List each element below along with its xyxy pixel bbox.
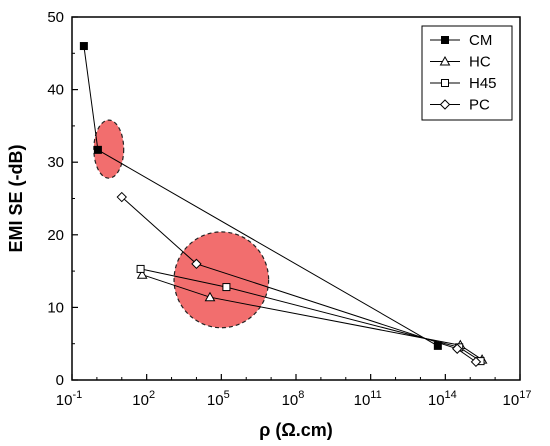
series-line-hc	[142, 274, 483, 361]
data-point-hc-2	[204, 291, 216, 302]
highlight-layer	[93, 119, 270, 329]
x-tick-label: 108	[282, 389, 305, 409]
y-tick-label: 40	[47, 82, 64, 99]
x-tick-label: 1011	[354, 389, 382, 409]
y-axis: 0 10 20 30 40 50	[47, 9, 78, 389]
x-tick-label: 1014	[428, 389, 457, 409]
data-point-cm-2	[93, 145, 102, 154]
legend-label-h45: H45	[469, 75, 497, 92]
series-line-pc	[121, 196, 477, 363]
series-markers	[79, 42, 488, 368]
x-axis: 10-1 102 105 108 1011 1014 1017	[56, 374, 532, 409]
data-point-pc-2	[191, 258, 202, 270]
legend-label-hc: HC	[469, 54, 491, 71]
data-point-hc-1	[136, 269, 148, 279]
y-tick-label: 0	[56, 372, 64, 389]
y-tick-label: 50	[47, 9, 64, 26]
y-axis-title: EMI SE (-dB)	[6, 145, 26, 253]
legend-label-pc: PC	[469, 97, 490, 114]
y-tick-label: 20	[47, 227, 64, 244]
legend-label-cm: CM	[469, 32, 492, 49]
x-axis-title: ρ (Ω.cm)	[259, 420, 333, 440]
x-tick-label: 1017	[503, 389, 532, 409]
series-line-h45	[140, 268, 481, 362]
y-tick-label: 10	[47, 299, 64, 316]
x-tick-label: 10-1	[56, 389, 82, 409]
legend: CM HC H45 PC	[421, 25, 513, 121]
data-point-h45-2	[222, 283, 231, 292]
legend-marker-cm	[441, 36, 449, 44]
highlight-region-1	[93, 119, 125, 179]
legend-marker-hc	[439, 55, 451, 66]
legend-marker-h45	[441, 79, 449, 87]
data-point-cm-3	[433, 341, 442, 350]
x-tick-label: 105	[207, 389, 230, 409]
data-point-cm-1	[79, 42, 88, 51]
data-point-pc-4	[470, 356, 482, 368]
y-tick-label: 30	[47, 154, 64, 171]
data-point-h45-1	[136, 264, 145, 273]
legend-marker-pc	[439, 99, 451, 110]
x-tick-label: 102	[132, 389, 155, 409]
highlight-region-2	[173, 231, 270, 329]
data-point-pc-1	[116, 191, 127, 203]
data-point-pc-3	[452, 343, 463, 354]
